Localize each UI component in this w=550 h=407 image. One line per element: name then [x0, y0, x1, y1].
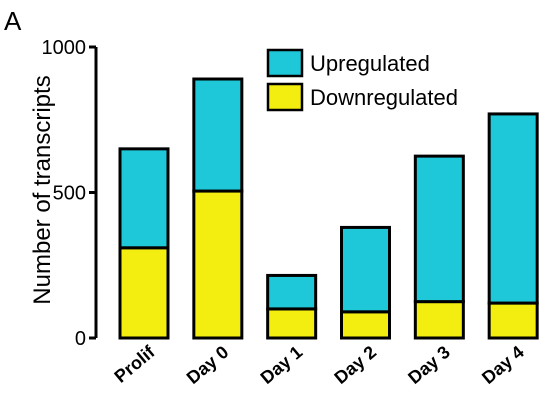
x-tick-label: Day 4 — [478, 342, 528, 388]
y-tick-label: 1000 — [42, 37, 87, 59]
bar-upregulated-day-0 — [192, 77, 244, 193]
x-tick-labels-group: Prolif Day 0 Day 1 Day 2 Day 3 Day 4 — [110, 341, 527, 388]
x-tick-label: Day 1 — [257, 342, 307, 388]
y-tick-label: 500 — [53, 183, 86, 205]
legend-label-upregulated: Upregulated — [310, 51, 430, 76]
x-tick-label: Prolif — [110, 341, 159, 387]
bar-upregulated-prolif — [118, 147, 170, 250]
legend-swatch-upregulated — [266, 48, 304, 78]
bar-downregulated-day-4 — [487, 301, 539, 340]
bars-group — [118, 77, 539, 340]
bar-downregulated-day-3 — [413, 300, 465, 340]
y-ticks-group: 0 500 1000 — [42, 37, 96, 350]
bar-upregulated-day-2 — [340, 225, 391, 314]
bar-downregulated-day-1 — [266, 307, 318, 340]
x-tick-label: Day 0 — [183, 342, 233, 388]
bar-downregulated-prolif — [118, 246, 170, 340]
bar-upregulated-day-1 — [266, 273, 318, 311]
y-axis-label: Number of transcripts — [29, 75, 56, 304]
panel-label: A — [4, 6, 22, 36]
bar-upregulated-day-3 — [413, 154, 465, 304]
bar-downregulated-day-0 — [192, 189, 244, 340]
x-tick-label: Day 2 — [330, 342, 380, 388]
legend-swatch-downregulated — [266, 82, 304, 112]
bar-downregulated-day-2 — [340, 310, 391, 340]
x-tick-label: Day 3 — [404, 342, 454, 388]
y-tick-label: 0 — [75, 328, 86, 350]
legend-label-downregulated: Downregulated — [310, 85, 458, 110]
bar-upregulated-day-4 — [487, 112, 539, 305]
legend: Upregulated Downregulated — [266, 48, 458, 112]
